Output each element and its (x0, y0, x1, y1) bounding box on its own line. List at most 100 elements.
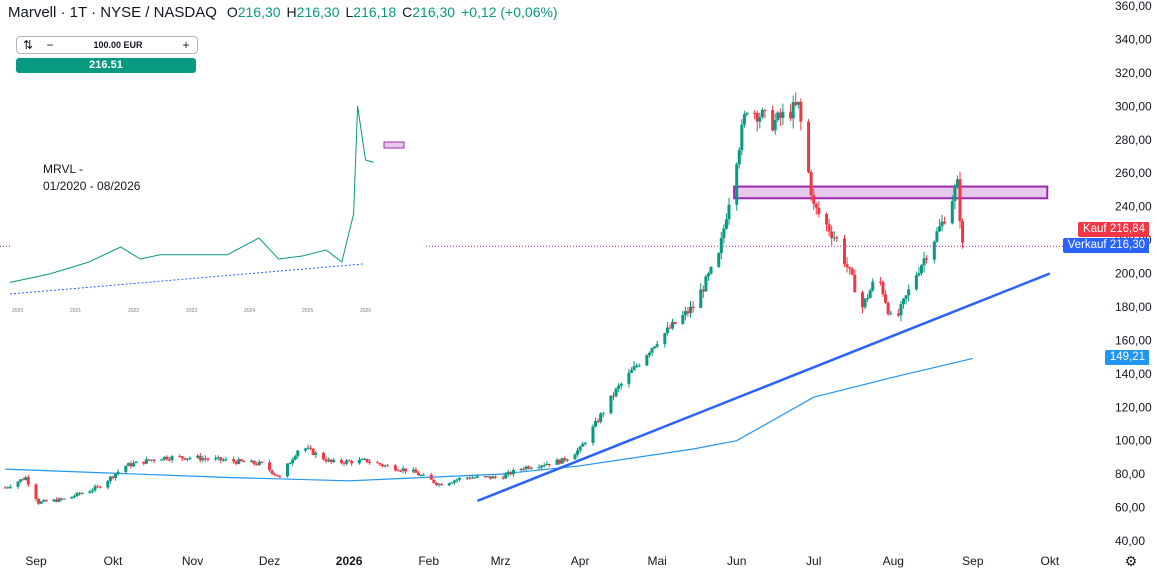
candle-body (773, 120, 777, 131)
candle (955, 175, 959, 189)
candle-body (404, 468, 408, 472)
candle-body (717, 253, 721, 267)
candle-body (599, 413, 603, 422)
candle-body (6, 487, 10, 489)
buy-button[interactable]: 216.51 (16, 58, 196, 73)
candle (932, 240, 936, 264)
candle-body (704, 276, 708, 292)
candle-body (473, 477, 477, 479)
candle-body (922, 258, 926, 266)
candle-body (273, 473, 277, 475)
inset-background (10, 82, 425, 312)
candle-body (555, 459, 559, 465)
candle-body (152, 459, 156, 461)
settings-gear-icon[interactable]: ⚙ (1125, 553, 1138, 569)
candle (378, 462, 382, 466)
candle-body (52, 499, 56, 502)
symbol-title[interactable]: Marvell · 1T · NYSE / NASDAQ (8, 4, 217, 21)
candle-body (357, 459, 361, 464)
candle-body (167, 459, 171, 461)
candle-body (614, 388, 618, 397)
candle-body (286, 463, 290, 477)
candle-body (868, 290, 872, 299)
candle (26, 474, 30, 488)
candle (799, 98, 803, 131)
candle-body (278, 476, 282, 478)
candle-body (755, 113, 759, 122)
candle (147, 459, 151, 462)
candle-body (416, 472, 420, 476)
amount-field[interactable]: 100.00 EUR (93, 40, 143, 50)
candle (416, 471, 420, 476)
candle (886, 301, 890, 316)
candle (114, 473, 118, 481)
plus-button[interactable]: + (182, 38, 190, 52)
candle-body (961, 221, 965, 243)
x-tick-label: Jun (727, 554, 746, 568)
minus-button[interactable]: − (46, 38, 54, 52)
candle-body (165, 456, 169, 460)
x-tick-label: Sep (962, 554, 984, 568)
moving-average-line (5, 357, 973, 482)
candle (917, 266, 921, 277)
candle-body (812, 195, 816, 204)
candle (134, 461, 138, 464)
candle (96, 484, 100, 488)
candle (470, 475, 474, 479)
candle (878, 277, 882, 286)
candle (162, 456, 166, 461)
candle-body (429, 474, 433, 480)
candle (555, 457, 559, 465)
candle-body (791, 102, 795, 119)
candle (599, 412, 603, 424)
candle-body (781, 111, 785, 118)
candle-body (830, 231, 834, 238)
candle (699, 283, 703, 309)
candle-body (73, 495, 76, 497)
candle (52, 498, 56, 503)
candle-body (537, 467, 541, 469)
candle-body (719, 238, 723, 254)
candle (627, 368, 631, 388)
candle-body (727, 204, 731, 220)
candle-body (758, 117, 762, 122)
low-label: L (345, 4, 354, 20)
support-trendline (477, 272, 1051, 503)
candle-body (21, 479, 25, 481)
close-label: C (402, 4, 413, 20)
candle (24, 475, 28, 481)
candle-body (673, 322, 677, 324)
candle-body (386, 465, 390, 467)
candle (347, 459, 351, 462)
candle (452, 479, 456, 485)
swap-icon[interactable]: ⇅ (22, 38, 34, 52)
candle (401, 465, 405, 474)
candle-body (771, 109, 775, 131)
inset-x-tick-label: 2022 (128, 308, 139, 314)
candle-body (540, 465, 544, 468)
candle (896, 308, 900, 318)
candle-body (455, 479, 459, 481)
candle (165, 455, 169, 461)
candle-body (124, 465, 128, 472)
candle (937, 218, 941, 233)
candle-body (26, 477, 30, 485)
candle (773, 113, 777, 135)
candle (794, 92, 798, 107)
candle-body (527, 466, 531, 469)
candle (635, 363, 639, 369)
candle (327, 457, 331, 463)
candle-body (814, 203, 818, 208)
candle (250, 459, 254, 463)
candle (132, 460, 136, 467)
candle-body (116, 471, 120, 474)
candle-body (342, 462, 346, 464)
candle (144, 456, 148, 465)
candle (75, 492, 79, 497)
candle (683, 306, 687, 321)
candle-body (437, 484, 441, 486)
candle-body (332, 459, 336, 462)
candle (827, 218, 831, 236)
candle (306, 444, 310, 450)
